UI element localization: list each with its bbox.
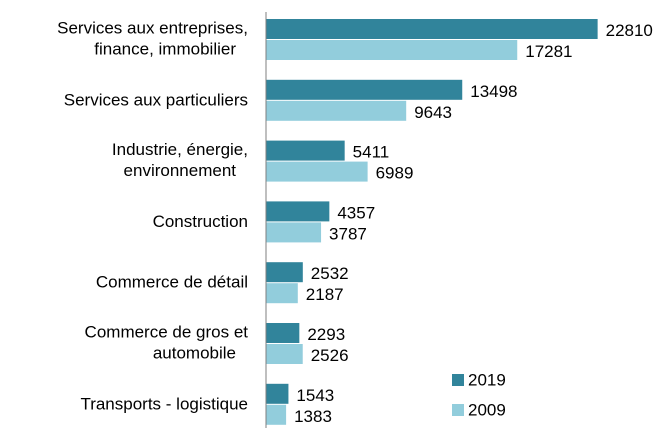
category-label: Transports - logistique — [80, 394, 248, 413]
category-label: Services aux entreprises, finance, immobi… — [57, 19, 248, 59]
value-label: 6989 — [376, 164, 414, 183]
value-label: 13498 — [470, 82, 517, 101]
category-label: Commerce de gros et automobile — [85, 323, 249, 363]
bar — [266, 140, 345, 161]
category-label: Services aux particuliers — [64, 90, 248, 109]
legend-swatch — [452, 404, 464, 416]
bar — [266, 40, 518, 60]
bar — [266, 79, 463, 100]
value-label: 2526 — [311, 346, 349, 365]
bar — [266, 161, 368, 182]
bar — [266, 222, 322, 243]
bar — [266, 201, 330, 222]
value-label: 3787 — [329, 224, 367, 243]
value-label: 17281 — [525, 42, 572, 61]
value-label: 4357 — [337, 203, 375, 222]
bar — [266, 323, 300, 343]
legend-label: 2019 — [468, 370, 506, 389]
bar — [266, 262, 303, 283]
legend-label: 2009 — [468, 400, 506, 419]
legend-swatch — [452, 374, 464, 386]
value-label: 2532 — [311, 264, 349, 283]
value-label: 2187 — [306, 285, 344, 304]
bar — [266, 100, 407, 121]
bar — [266, 19, 598, 39]
bar — [266, 383, 289, 404]
bar — [266, 283, 298, 304]
bar — [266, 404, 287, 425]
value-label: 5411 — [353, 143, 390, 162]
value-label: 1543 — [296, 386, 334, 405]
value-label: 9643 — [414, 103, 452, 122]
category-label: Industrie, énergie, environnement — [112, 141, 248, 181]
value-label: 2293 — [307, 325, 345, 344]
category-label: Construction — [153, 212, 248, 231]
category-label: Commerce de détail — [96, 273, 248, 292]
value-label: 22810 — [606, 21, 653, 40]
value-label: 1383 — [294, 407, 332, 426]
bar — [266, 344, 303, 364]
